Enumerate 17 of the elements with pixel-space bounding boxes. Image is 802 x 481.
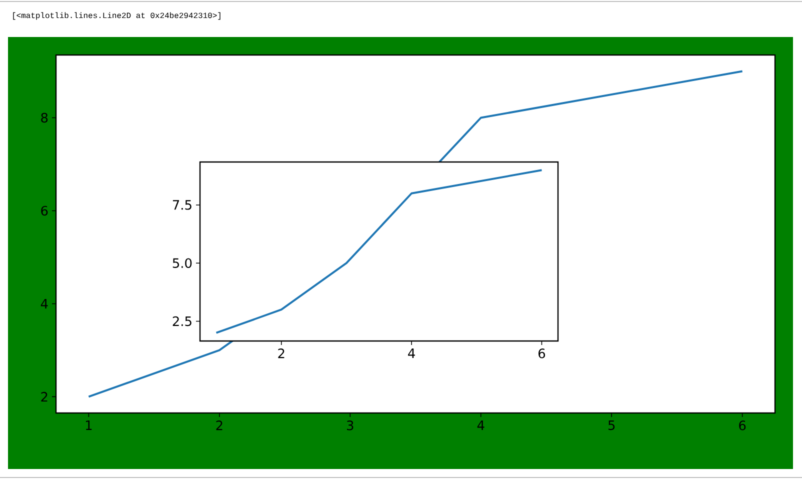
y-tick-label: 7.5 — [172, 200, 192, 210]
x-tick-label: 2 — [278, 348, 284, 358]
y-tick-label: 6 — [41, 206, 48, 216]
x-tick-label: 4 — [408, 348, 415, 358]
y-tick-label: 4 — [40, 299, 48, 308]
y-tick-label: 5.0 — [172, 258, 192, 268]
y-tick-label: 2 — [41, 392, 48, 402]
y-tick-label: 8 — [41, 112, 48, 123]
x-tick-label: 3 — [347, 420, 354, 430]
x-tick-label: 2 — [216, 420, 222, 430]
y-tick-label: 2.5 — [172, 316, 192, 326]
x-tick-label: 4 — [477, 420, 484, 430]
line-series — [215, 169, 543, 334]
x-tick-label: 6 — [739, 420, 746, 430]
x-tick-label: 5 — [608, 420, 615, 430]
x-tick-label: 1 — [86, 420, 92, 430]
x-tick-label: 6 — [538, 348, 546, 358]
